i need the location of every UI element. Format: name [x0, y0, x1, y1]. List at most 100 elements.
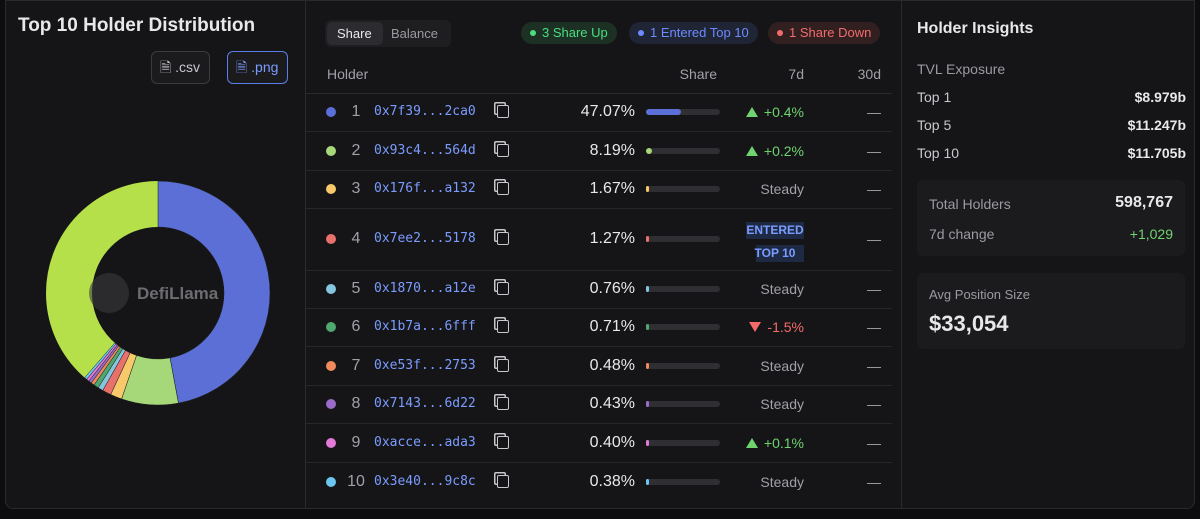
copy-icon[interactable] [497, 397, 509, 410]
watermark-logo [89, 273, 129, 313]
color-dot [326, 284, 336, 294]
button-label: .png [251, 59, 279, 75]
share: 0.71% [589, 318, 635, 335]
share: 0.76% [589, 280, 635, 297]
rank: 10 [347, 472, 365, 490]
copy-icon[interactable] [497, 182, 509, 195]
stat-value: +1,029 [1129, 226, 1173, 242]
png-button[interactable]: 🗎 .png [227, 51, 289, 84]
panel-title: Top 10 Holder Distribution [18, 15, 256, 36]
tab[interactable]: Balance [391, 26, 438, 41]
trend: Steady [760, 357, 804, 374]
column-header: Share [679, 66, 717, 82]
address[interactable]: 0x1b7a...6fff [374, 319, 476, 334]
tab-group: Share Balance [325, 20, 451, 47]
thirty-day: — [867, 231, 881, 247]
donut-slice[interactable] [97, 348, 126, 391]
rank: 1 [351, 103, 361, 120]
badge-dot [777, 30, 783, 36]
share-bar [646, 147, 653, 154]
copy-icon[interactable] [497, 232, 509, 245]
share: 1.27% [589, 230, 635, 247]
color-dot [326, 476, 336, 487]
share-track [646, 362, 720, 369]
row-rule [306, 170, 892, 171]
trend: Steady [760, 181, 804, 197]
badge: 1 Share Down [768, 22, 881, 44]
stat-label: Avg Position Size [929, 287, 1030, 302]
button-label: .csv [175, 59, 201, 75]
color-dot [326, 234, 336, 244]
badge: 1 Entered Top 10 [629, 22, 758, 44]
donut-slice[interactable] [110, 352, 137, 400]
thirty-day: — [867, 319, 881, 335]
copy-icon[interactable] [497, 474, 509, 488]
address[interactable]: 0x176f...a132 [374, 181, 476, 196]
rank: 2 [351, 141, 361, 159]
row-rule [306, 462, 892, 463]
rank: 6 [351, 318, 361, 335]
share-track [646, 147, 720, 154]
color-dot [326, 184, 336, 194]
rank: 5 [351, 280, 361, 297]
trend: Steady [760, 396, 804, 412]
entered-badge: ENTERED TOP 10 [743, 219, 807, 265]
copy-icon[interactable] [497, 105, 509, 118]
address[interactable]: 0xe53f...2753 [374, 357, 476, 373]
donut-slice[interactable] [157, 180, 271, 404]
avg-card: Avg Position Size $33,054 [917, 273, 1185, 349]
donut-slice[interactable] [121, 355, 179, 406]
row-rule [306, 346, 892, 347]
share-bar [646, 439, 649, 446]
row-rule [306, 131, 892, 132]
trend-arrow [745, 107, 758, 117]
trend: +0.1% [745, 435, 804, 451]
rank: 3 [351, 180, 361, 197]
address[interactable]: 0x1870...a12e [374, 281, 476, 296]
share-bar [646, 401, 649, 407]
share: 8.19% [589, 141, 635, 159]
thirty-day: — [867, 473, 881, 490]
address[interactable]: 0x7ee2...5178 [374, 231, 476, 246]
trend-arrow [745, 437, 758, 448]
row-rule [306, 423, 892, 424]
address[interactable]: 0x7143...6d22 [374, 396, 476, 411]
stat-label: 7d change [929, 226, 995, 242]
address[interactable]: 0x7f39...2ca0 [374, 104, 476, 119]
dashboard: Top 10 Holder Distribution 🗎 .csv 🗎 .png… [5, 0, 1195, 509]
csv-button[interactable]: 🗎 .csv [151, 51, 211, 84]
address[interactable]: 0x3e40...9c8c [374, 473, 476, 489]
share-track [646, 401, 720, 407]
donut-slice[interactable] [102, 350, 131, 395]
trend: Steady [760, 281, 804, 297]
divider [305, 1, 306, 508]
share-bar [646, 478, 649, 485]
share-bar [646, 109, 681, 115]
share-track [646, 186, 720, 192]
copy-icon[interactable] [497, 320, 509, 333]
address[interactable]: 0xacce...ada3 [374, 434, 476, 450]
copy-icon[interactable] [497, 358, 509, 372]
row-rule [306, 270, 892, 271]
tab[interactable]: Share [337, 26, 372, 41]
stat-value: 598,767 [1115, 194, 1173, 211]
share: 47.07% [580, 103, 635, 120]
copy-icon[interactable] [497, 282, 509, 295]
badge: 3 Share Up [521, 22, 617, 44]
row-rule [306, 208, 892, 209]
share-track [646, 439, 720, 446]
copy-icon[interactable] [497, 143, 509, 157]
share-bar [646, 362, 649, 369]
trend-arrow [745, 145, 758, 156]
color-dot [326, 437, 336, 448]
share: 1.67% [589, 180, 635, 197]
share-bar [646, 286, 649, 292]
row-rule [306, 385, 892, 386]
address[interactable]: 0x93c4...564d [374, 142, 476, 158]
copy-icon[interactable] [497, 435, 509, 449]
thirty-day: — [867, 104, 881, 120]
color-dot [326, 322, 336, 332]
rank: 9 [351, 433, 361, 451]
tvl-label: Top 1 [917, 89, 952, 105]
tab-active [327, 22, 383, 45]
